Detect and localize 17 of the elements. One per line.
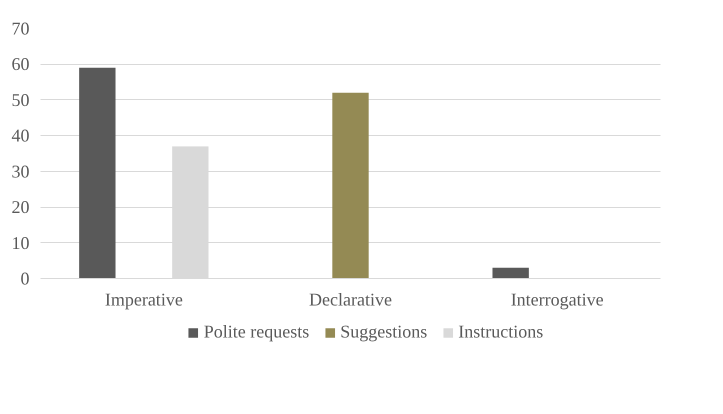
x-tick-label: Declarative bbox=[309, 290, 392, 310]
y-tick-label: 20 bbox=[12, 197, 30, 218]
y-tick-label: 60 bbox=[12, 54, 30, 74]
bar bbox=[79, 68, 116, 278]
y-tick-label: 40 bbox=[12, 126, 30, 146]
y-tick-label: 10 bbox=[12, 232, 30, 253]
legend-label: Suggestions bbox=[340, 322, 428, 342]
y-tick-label: 0 bbox=[20, 268, 30, 288]
y-tick-label: 50 bbox=[12, 90, 30, 110]
legend-label: Polite requests bbox=[204, 322, 310, 342]
legend-label: Instructions bbox=[458, 322, 544, 342]
y-tick-label: 30 bbox=[12, 161, 30, 182]
bar bbox=[332, 92, 369, 278]
x-tick-label: Imperative bbox=[104, 290, 183, 310]
x-tick-label: Interrogative bbox=[510, 290, 604, 310]
bar bbox=[492, 268, 529, 278]
y-tick-label: 70 bbox=[12, 18, 30, 38]
